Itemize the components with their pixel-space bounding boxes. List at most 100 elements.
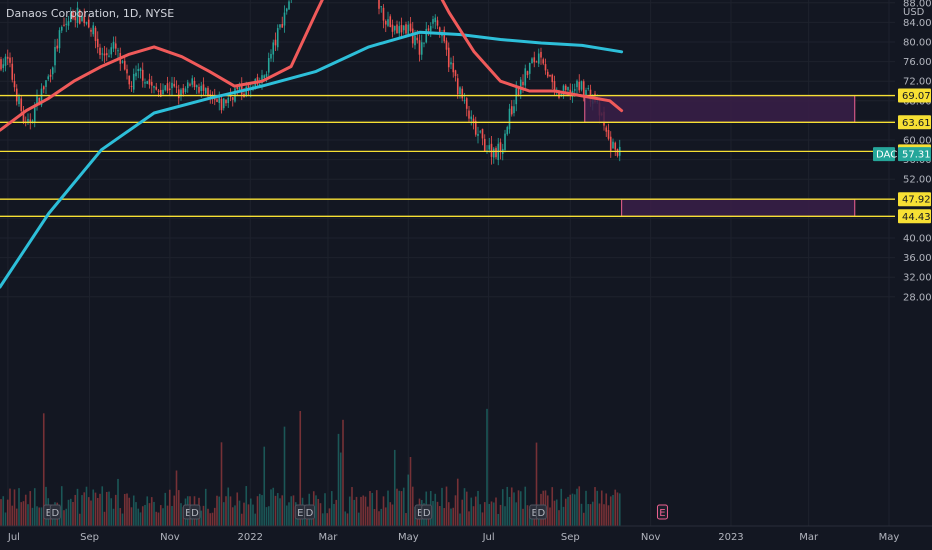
candle-body <box>83 16 86 24</box>
candle-body <box>117 50 119 52</box>
volume-bar <box>524 486 527 526</box>
volume-bar <box>130 507 133 526</box>
candle-body <box>195 85 198 88</box>
volume-bar <box>222 502 225 526</box>
volume-bar <box>558 510 560 526</box>
candle-body <box>108 55 110 57</box>
volume-bar <box>83 492 86 526</box>
volume-bar <box>580 503 583 526</box>
y-tick-label: 40.00 <box>903 234 932 245</box>
event-marker[interactable]: D <box>304 504 316 520</box>
volume-bar <box>234 505 236 526</box>
y-tick-label: 52.00 <box>903 175 932 186</box>
level-badge-label: 69.07 <box>902 91 931 102</box>
volume-bar <box>434 493 437 526</box>
candle-body <box>396 24 398 34</box>
candle-body <box>283 12 286 26</box>
volume-bar <box>351 487 353 526</box>
volume-bar <box>454 495 457 526</box>
candle-body <box>429 26 432 32</box>
zone-box[interactable] <box>621 198 856 217</box>
volume-bar <box>562 506 565 526</box>
volume-bar <box>492 502 495 526</box>
candle-body <box>240 83 243 95</box>
volume-bar <box>380 508 383 526</box>
candle-body <box>238 83 241 92</box>
volume-bar <box>618 493 621 526</box>
candle-body <box>272 42 275 55</box>
time-axis[interactable]: Jul Sep Nov 2022 Mar May Jul Sep Nov 2023 Mar May <box>0 525 932 550</box>
y-tick-label: 76.00 <box>903 57 932 68</box>
event-marker[interactable]: E <box>294 504 306 520</box>
volume-bar <box>299 411 302 526</box>
candle-body <box>407 24 410 36</box>
volume-bar <box>274 495 277 526</box>
volume-bar <box>555 499 558 526</box>
event-marker[interactable]: D <box>421 504 433 520</box>
candle-body <box>105 53 108 56</box>
price-axis[interactable]: USD88.0084.0080.0076.0072.0068.0064.0060… <box>895 0 932 550</box>
volume-bar <box>366 506 369 526</box>
volume-bar <box>481 512 484 526</box>
level-badge-label: 47.92 <box>902 195 931 206</box>
candle-body <box>576 80 578 88</box>
volume-bar <box>2 496 5 526</box>
event-marker[interactable]: D <box>189 504 201 520</box>
volume-bar <box>265 507 268 526</box>
volume-bar <box>119 508 122 526</box>
volume-bar <box>459 513 461 526</box>
event-marker-box <box>189 504 201 520</box>
zone-box[interactable] <box>584 95 856 123</box>
volume-bar <box>85 486 88 526</box>
level-badge-label: 63.61 <box>902 118 931 129</box>
volume-bar <box>513 492 515 526</box>
volume-bar <box>146 496 149 526</box>
volume-bar <box>324 493 326 526</box>
volume-bar <box>616 492 619 526</box>
volume-bar <box>150 497 153 526</box>
candle-body <box>490 143 493 157</box>
volume-bar <box>432 500 434 526</box>
volume-bar <box>598 503 601 526</box>
volume-bar <box>202 505 205 526</box>
volume-bar <box>461 499 464 526</box>
ma-fast-line <box>0 0 624 132</box>
candle-body <box>391 24 394 32</box>
volume-bar <box>231 507 234 526</box>
candle-body <box>56 45 59 49</box>
event-marker[interactable]: D <box>49 504 61 520</box>
candle-body <box>81 16 83 21</box>
event-marker[interactable]: E <box>656 504 668 520</box>
volume-bar <box>92 489 95 526</box>
volume-bar <box>31 507 34 526</box>
volume-bar <box>508 497 511 526</box>
volume-bar <box>560 488 563 526</box>
candle-body <box>616 149 619 156</box>
volume-bar <box>477 490 479 526</box>
last-price-box <box>898 147 931 162</box>
candle-body <box>499 142 502 153</box>
volume-bar <box>114 494 117 526</box>
horizontal-levels[interactable] <box>0 94 895 217</box>
volume-bar <box>0 499 2 526</box>
candle-body <box>0 59 2 70</box>
volume-bar <box>139 512 142 526</box>
candle-body <box>2 64 5 68</box>
volume-bar <box>144 504 146 526</box>
candle-body <box>425 28 428 43</box>
event-marker-box <box>49 504 61 520</box>
volume-bar <box>20 502 23 526</box>
candle-body <box>400 25 403 33</box>
event-marker[interactable]: D <box>535 504 547 520</box>
level-badge-box <box>898 209 931 224</box>
volume-bar <box>490 501 493 526</box>
volume-bar <box>551 487 554 526</box>
volume-bar <box>6 499 9 526</box>
volume-bar <box>121 513 124 526</box>
level-badge-box <box>898 192 931 207</box>
candle-body <box>483 138 486 152</box>
volume-bar <box>209 513 212 526</box>
candle-body <box>463 100 466 102</box>
